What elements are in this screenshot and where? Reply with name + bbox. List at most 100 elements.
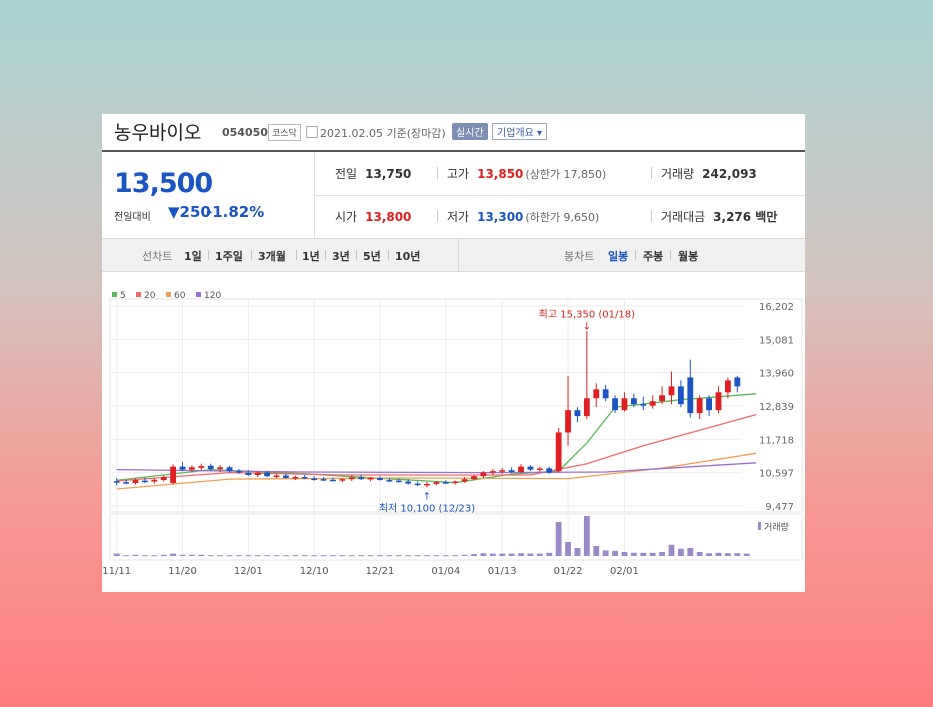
candle-body bbox=[433, 482, 440, 484]
volume-bar bbox=[386, 555, 393, 557]
candle-body bbox=[189, 467, 195, 470]
price-change: ▼250 bbox=[168, 203, 211, 221]
x-tick-label: 02/01 bbox=[610, 566, 639, 577]
volume-bar bbox=[245, 555, 252, 557]
candle-body bbox=[640, 404, 647, 406]
candle-body bbox=[226, 467, 233, 472]
volume-bar bbox=[621, 552, 628, 556]
candle-body bbox=[489, 471, 496, 473]
volume-bar bbox=[536, 553, 543, 556]
x-tick-label: 12/21 bbox=[366, 566, 395, 577]
candle-body bbox=[301, 477, 308, 479]
volume-bar bbox=[706, 553, 713, 556]
candle-body bbox=[405, 481, 412, 484]
candle-body bbox=[264, 472, 271, 477]
stock-code: 054050 bbox=[222, 126, 268, 139]
price-summary: 전일 13,750 고가 13,850 (상한가 17,850) 거래량 242,093… bbox=[315, 152, 805, 238]
chevron-down-icon: ▾ bbox=[533, 128, 543, 139]
candle-body bbox=[724, 380, 731, 393]
tab-1d[interactable]: 1일 bbox=[184, 250, 202, 263]
x-tick-label: 01/22 bbox=[554, 566, 583, 577]
volume-legend-label: 거래량 bbox=[764, 521, 789, 533]
candle-body bbox=[283, 475, 289, 478]
candle-body bbox=[480, 472, 487, 477]
candle-body bbox=[593, 389, 600, 399]
volume-bar bbox=[461, 554, 468, 556]
tab-3m[interactable]: 3개월 bbox=[258, 250, 286, 263]
volume-bar bbox=[668, 544, 675, 556]
volume-bar bbox=[339, 555, 346, 557]
candle-body bbox=[123, 482, 130, 484]
volume-bar bbox=[696, 552, 703, 556]
volume-bar bbox=[583, 516, 590, 556]
tab-daily[interactable]: 일봉 bbox=[608, 250, 629, 263]
candle-body bbox=[141, 480, 148, 483]
volume-bar bbox=[311, 555, 318, 557]
candle-body bbox=[198, 466, 205, 468]
low-annotation: 최저 10,100 (12/23) bbox=[379, 502, 475, 514]
legend-swatch bbox=[136, 292, 141, 297]
volume-bar bbox=[555, 522, 562, 556]
candle-body bbox=[715, 392, 722, 411]
volume-bar bbox=[734, 553, 741, 556]
vs-prev-label: 전일대비 bbox=[114, 212, 151, 223]
volume-bar bbox=[499, 553, 506, 556]
candle-body bbox=[151, 479, 158, 482]
volume-bar bbox=[330, 555, 336, 557]
tab-weekly[interactable]: 주봉 bbox=[643, 250, 664, 263]
volume-bar bbox=[518, 553, 524, 556]
volume-bar bbox=[424, 555, 430, 557]
volume-bar bbox=[574, 548, 581, 556]
volume-bar bbox=[264, 555, 271, 557]
candle-body bbox=[320, 479, 327, 481]
volume-bar bbox=[348, 555, 355, 557]
candle-body bbox=[621, 398, 628, 411]
candle-body bbox=[602, 389, 609, 399]
volume-legend-swatch bbox=[758, 522, 761, 530]
volume-bar bbox=[395, 555, 402, 557]
candle-body bbox=[348, 477, 355, 480]
volume-bar bbox=[358, 555, 365, 557]
tab-1w[interactable]: 1주일 bbox=[215, 250, 243, 263]
volume-bar bbox=[405, 555, 412, 557]
candle-body bbox=[386, 480, 393, 482]
candle-body bbox=[687, 377, 694, 414]
tab-monthly[interactable]: 월봉 bbox=[678, 250, 699, 263]
realtime-button[interactable]: 실시간 bbox=[452, 123, 488, 140]
candle-body bbox=[612, 398, 618, 411]
y-tick-label: 10,597 bbox=[759, 469, 794, 480]
volume: 거래량 242,093 bbox=[661, 167, 757, 181]
y-tick-label: 11,718 bbox=[759, 435, 794, 446]
candle-body bbox=[179, 466, 186, 470]
candle-body bbox=[414, 483, 421, 486]
legend-label: 20 bbox=[144, 291, 156, 301]
volume-bar bbox=[254, 555, 261, 557]
tab-1y[interactable]: 1년 bbox=[302, 250, 320, 263]
y-tick-label: 9,477 bbox=[765, 502, 794, 513]
tab-10y[interactable]: 10년 bbox=[395, 250, 421, 263]
volume-bar bbox=[602, 550, 609, 556]
trade-amount: 거래대금 3,276 백만 bbox=[661, 210, 778, 224]
volume-bar bbox=[452, 555, 459, 557]
tab-5y[interactable]: 5년 bbox=[363, 250, 381, 263]
volume-bar bbox=[724, 553, 731, 556]
legend-swatch bbox=[196, 292, 201, 297]
candle-body bbox=[499, 470, 506, 472]
candle-body bbox=[536, 468, 543, 470]
candle-body bbox=[273, 475, 280, 478]
volume-bar bbox=[659, 552, 665, 556]
calendar-icon bbox=[306, 126, 318, 138]
volume-bar bbox=[442, 555, 449, 557]
candle-body bbox=[668, 386, 675, 396]
candle-body bbox=[170, 466, 177, 484]
candle-body bbox=[546, 468, 553, 473]
company-info-dropdown[interactable]: 기업개요 ▾ bbox=[492, 123, 548, 140]
volume-plot-frame bbox=[109, 513, 803, 561]
tab-3y[interactable]: 3년 bbox=[332, 250, 350, 263]
candle-body bbox=[217, 467, 224, 470]
volume-bar bbox=[471, 554, 477, 556]
candlestick-chart: 16,202 15,081 13,960 12,839 11,718 10,597 9,47… bbox=[102, 291, 803, 577]
volume-bar bbox=[433, 555, 440, 557]
y-tick-label: 16,202 bbox=[759, 302, 794, 313]
candle-body bbox=[160, 477, 167, 481]
